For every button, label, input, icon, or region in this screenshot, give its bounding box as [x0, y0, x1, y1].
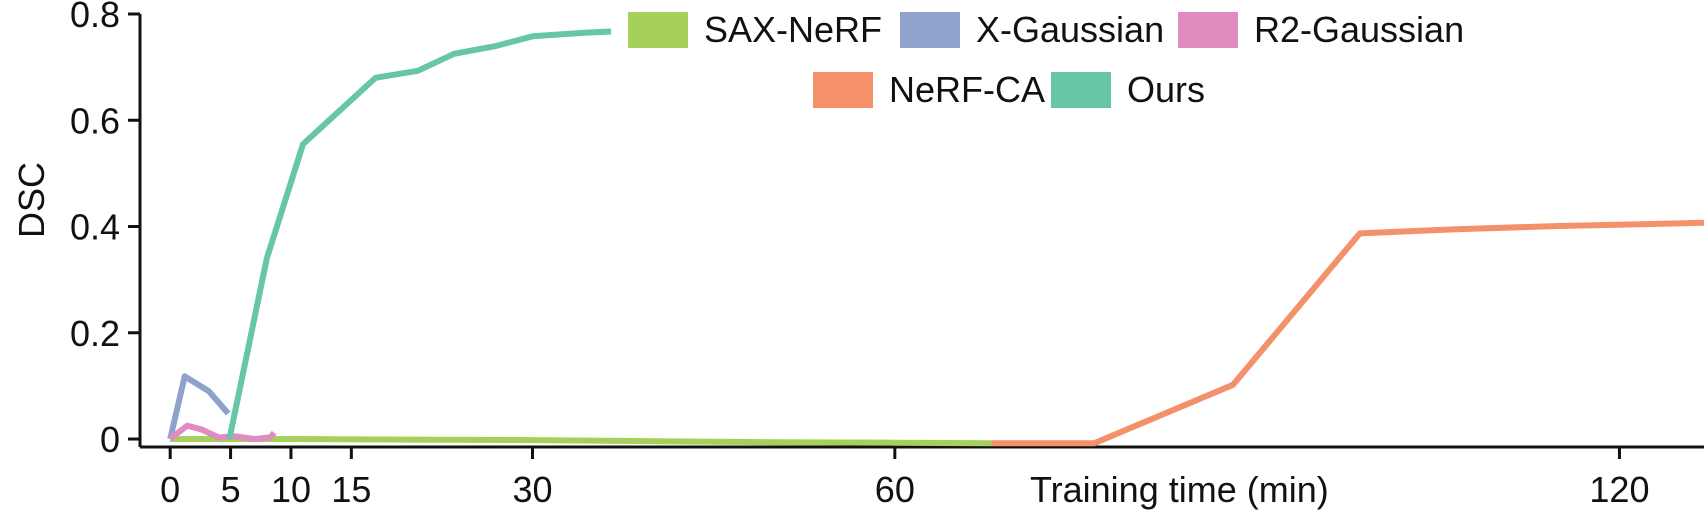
ticks: 00.20.40.60.80 5 10 15 30 60 120	[70, 0, 1650, 510]
x-axis-label: Training time (min)	[1030, 469, 1329, 510]
legend-swatch-ours	[1051, 72, 1111, 108]
legend-label-ours: Ours	[1127, 69, 1205, 110]
x-tick-label: 0	[160, 469, 180, 510]
y-tick-label: 0.4	[70, 207, 120, 248]
legend-swatch-r2-gaussian	[1178, 12, 1238, 48]
axes: DSC Training time (min)	[11, 14, 1704, 510]
legend-swatch-x-gaussian	[900, 12, 960, 48]
x-tick-label: 30	[512, 469, 552, 510]
legend-label-x-gaussian: X-Gaussian	[976, 9, 1164, 50]
y-tick-label: 0	[100, 419, 120, 460]
x-tick-label: 15	[331, 469, 371, 510]
y-tick-label: 0.6	[70, 100, 120, 141]
x-tick-label: 10	[271, 469, 311, 510]
legend-label-r2-gaussian: R2-Gaussian	[1254, 9, 1464, 50]
legend-label-sax-nerf: SAX-NeRF	[704, 9, 882, 50]
x-tick-label: 120	[1589, 469, 1649, 510]
plot-lines	[167, 28, 1704, 447]
legend: SAX-NeRF X-Gaussian R2-Gaussian NeRF-CA Ours	[628, 9, 1464, 110]
x-tick-label: 60	[875, 469, 915, 510]
series-line-x-gaussian	[167, 373, 231, 440]
y-tick-label: 0.8	[70, 0, 120, 35]
series-line-nerf-ca	[991, 219, 1704, 447]
series-line-sax-nerf	[170, 436, 992, 447]
legend-label-nerf-ca: NeRF-CA	[889, 69, 1045, 110]
legend-swatch-nerf-ca	[813, 72, 873, 108]
y-tick-label: 0.2	[70, 313, 120, 354]
y-axis-label: DSC	[11, 162, 52, 238]
x-tick-label: 5	[221, 469, 241, 510]
series-line-ours	[226, 28, 612, 440]
legend-swatch-sax-nerf	[628, 12, 688, 48]
